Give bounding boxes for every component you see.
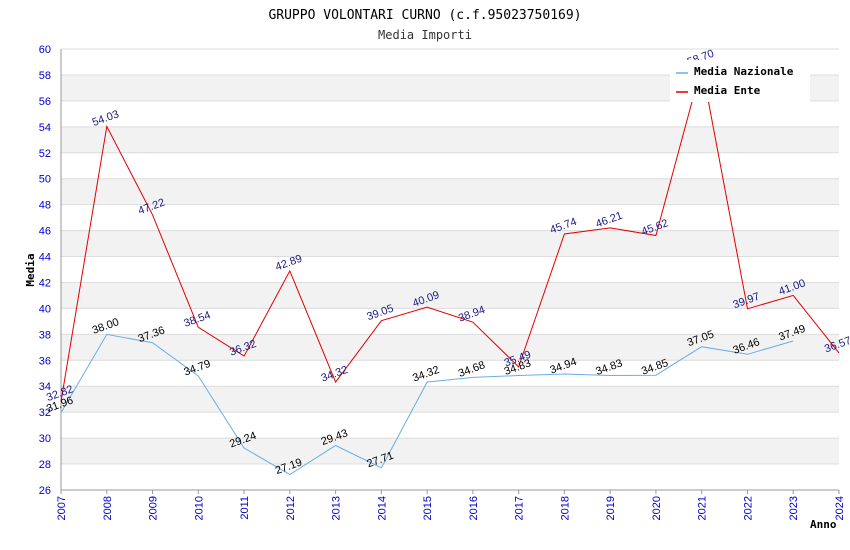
- gridlines: [61, 48, 839, 491]
- x-tick-label: 2019: [605, 496, 617, 520]
- y-tick-label: 34: [39, 381, 51, 393]
- x-tick-label: 2010: [193, 496, 205, 520]
- data-label: 34.32: [320, 364, 350, 385]
- x-tick-label: 2008: [102, 496, 114, 520]
- x-tick-label: 2014: [376, 496, 388, 520]
- x-tick-label: 2024: [834, 496, 846, 520]
- data-label: 46.21: [594, 210, 624, 231]
- band: [61, 334, 839, 361]
- y-tick-label: 40: [39, 303, 51, 315]
- legend-background: [670, 60, 810, 102]
- x-tick-label: 2017: [514, 496, 526, 520]
- data-label: 38.00: [91, 316, 121, 337]
- legend-label-nazionale: Media Nazionale: [694, 65, 794, 78]
- x-tick-label: 2012: [285, 496, 297, 520]
- y-tick-label: 58: [39, 70, 51, 82]
- data-label: 38.54: [182, 309, 212, 330]
- y-tick-label: 30: [39, 433, 51, 445]
- legend: Media Nazionale Media Ente: [670, 60, 810, 102]
- y-tick-label: 54: [39, 122, 51, 134]
- series-line-nazionale: [60, 333, 794, 476]
- band: [61, 386, 839, 413]
- y-tick-label: 50: [39, 174, 51, 186]
- axes: [60, 49, 840, 494]
- band: [61, 178, 839, 205]
- y-tick-label: 26: [39, 485, 51, 497]
- x-tick-label: 2018: [559, 496, 571, 520]
- y-tick-label: 42: [39, 277, 51, 289]
- y-tick-label: 38: [39, 329, 51, 341]
- y-tick-label: 46: [39, 226, 51, 238]
- y-tick-label: 32: [39, 407, 51, 419]
- x-tick-label: 2007: [56, 496, 68, 520]
- x-tick-label: 2021: [697, 496, 709, 520]
- y-tick-label: 44: [39, 252, 51, 264]
- band: [61, 282, 839, 309]
- y-tick-label: 28: [39, 459, 51, 471]
- x-tick-label: 2022: [742, 496, 754, 520]
- chart-subtitle: Media Importi: [378, 28, 472, 42]
- background-bands: [61, 74, 839, 465]
- y-tick-label: 52: [39, 148, 51, 160]
- x-tick-label: 2016: [468, 496, 480, 520]
- series-lines: [60, 65, 840, 476]
- x-tick-label: 2011: [239, 496, 251, 520]
- y-axis-label: Media: [24, 253, 37, 286]
- legend-label-ente: Media Ente: [694, 84, 761, 97]
- y-tick-label: 48: [39, 200, 51, 212]
- x-tick-label: 2009: [148, 496, 160, 520]
- x-axis-label: Anno: [810, 518, 837, 531]
- series-line-ente: [60, 65, 840, 402]
- band: [61, 230, 839, 257]
- y-tick-labels: 26 28 30 32 34 36 38 40 42 44 46 48 50 52 54 56 58 60: [39, 44, 51, 497]
- x-tick-label: 2023: [788, 496, 800, 520]
- band: [61, 126, 839, 153]
- chart-title: GRUPPO VOLONTARI CURNO (c.f.95023750169): [268, 8, 581, 23]
- y-tick-label: 36: [39, 355, 51, 367]
- y-tick-label: 60: [39, 44, 51, 56]
- x-tick-label: 2013: [331, 496, 343, 520]
- band: [61, 438, 839, 465]
- data-label: 54.03: [91, 108, 121, 129]
- y-tick-label: 56: [39, 96, 51, 108]
- x-tick-labels: 2007 2008 2009 2010 2011 2012 2013 2014 2015 2016…: [56, 496, 846, 520]
- x-tick-label: 2015: [422, 496, 434, 520]
- x-tick-label: 2020: [651, 496, 663, 520]
